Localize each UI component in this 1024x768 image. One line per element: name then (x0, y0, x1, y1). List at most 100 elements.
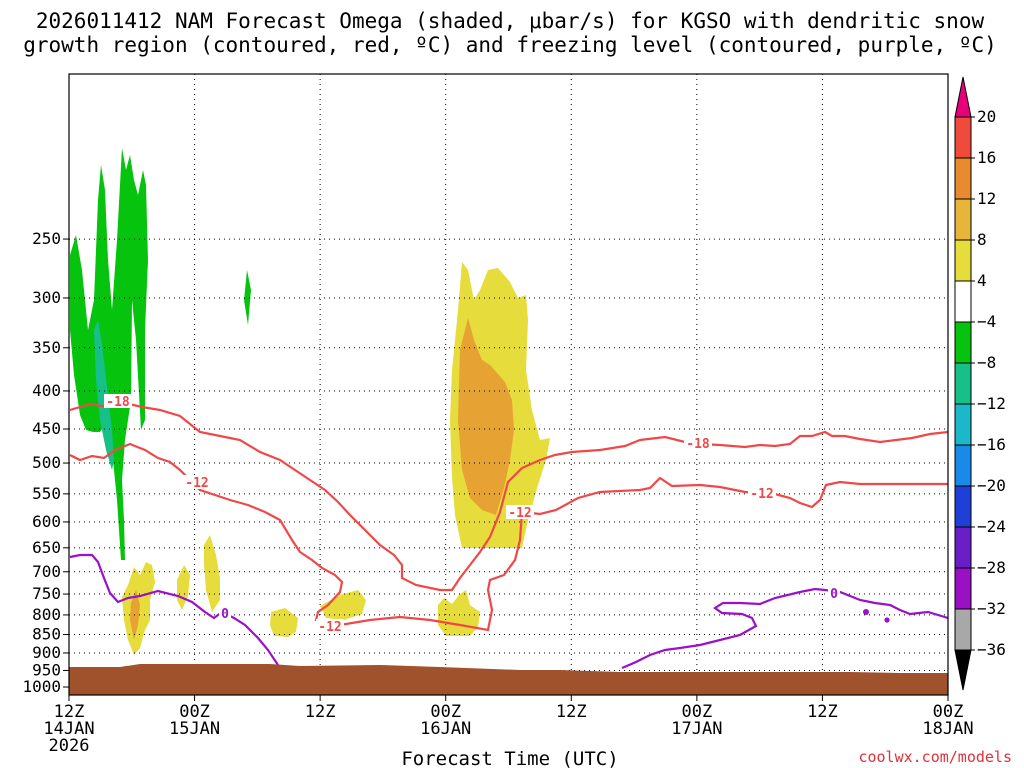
x-tick-date: 17JAN (671, 719, 722, 739)
y-tick-label: 450 (32, 419, 61, 438)
omega-yellow-low3 (204, 535, 220, 612)
x-axis-label: Forecast Time (UTC) (401, 748, 618, 768)
colorbar-swatch (954, 239, 972, 282)
omega-shading (70, 148, 550, 655)
y-tick-label: 550 (32, 484, 61, 503)
plot-frame (68, 73, 949, 696)
omega-orange-core (458, 318, 514, 515)
freezing-level-line-1 (69, 553, 279, 666)
x-tick-label: 12Z (54, 702, 85, 722)
contour-label-bg (748, 486, 776, 500)
y-tick-label: 900 (32, 643, 61, 662)
y-tick-label: 800 (32, 605, 61, 624)
contour-label-bg (183, 475, 211, 489)
colorbar-label: −20 (977, 476, 1006, 495)
contour-label: -12 (318, 620, 341, 635)
x-tick-label: 12Z (556, 702, 587, 722)
contour-label-bg (316, 619, 344, 633)
colorbar-label: −24 (977, 517, 1006, 536)
colorbar-swatch (954, 321, 972, 364)
colorbar-label: −4 (977, 312, 996, 331)
colorbar-label: 16 (977, 148, 996, 167)
colorbar-swatch (954, 485, 972, 528)
y-tick-label: 250 (32, 229, 61, 248)
colorbar-swatch (954, 403, 972, 446)
colorbar-label: −8 (977, 353, 996, 372)
y-tick-label: 350 (32, 338, 61, 357)
y-axis: 2503003504004505005506006507007508008509… (22, 229, 69, 696)
colorbar-label: 8 (977, 230, 987, 249)
contour-label: -18 (106, 395, 130, 410)
colorbar-label: 4 (977, 271, 987, 290)
x-tick-label: 12Z (807, 702, 838, 722)
y-tick-label: 650 (32, 538, 61, 557)
contour-label: -12 (508, 506, 531, 521)
contour-label-bg (684, 436, 712, 450)
y-tick-label: 1000 (22, 677, 61, 696)
colorbar-swatch (954, 608, 972, 651)
colorbar-swatch (954, 526, 972, 569)
y-tick-label: 750 (32, 584, 61, 603)
colorbar-label: −28 (977, 558, 1006, 577)
credit-link[interactable]: coolwx.com/models (858, 748, 1012, 766)
x-tick-label: 00Z (681, 702, 712, 722)
freezing-level-line-2 (621, 587, 949, 670)
colorbar-label: 20 (977, 107, 996, 126)
x-tick-date: 14JAN (43, 719, 94, 739)
x-tick-label: 00Z (430, 702, 461, 722)
colorbar-label: −16 (977, 435, 1006, 454)
colorbar-swatch (954, 567, 972, 610)
dgz-minus18-line (69, 401, 949, 592)
y-tick-label: 950 (32, 660, 61, 679)
x-tick-label: 12Z (305, 702, 336, 722)
x-tick-label: 00Z (179, 702, 210, 722)
chart-title-line2: growth region (contoured, red, ºC) and f… (23, 33, 997, 57)
colorbar-label: −36 (977, 640, 1006, 659)
colorbar-top-arrow (954, 76, 972, 118)
x-tick-date: 16JAN (420, 719, 471, 739)
x-tick-label: 00Z (933, 702, 964, 722)
contour-label-bg (828, 586, 840, 600)
contour-label-bg (104, 394, 132, 408)
contour-label: 0 (830, 587, 838, 602)
freezing-level-spot (863, 609, 869, 615)
contour-label: -12 (750, 487, 773, 502)
omega-yellow-low5 (320, 590, 366, 620)
contour-label-bg (506, 505, 534, 519)
y-tick-label: 500 (32, 453, 61, 472)
colorbar-bottom-arrow (954, 649, 972, 691)
colorbar-label: −32 (977, 599, 1006, 618)
colorbar-label: −12 (977, 394, 1006, 413)
colorbar-swatch (954, 198, 972, 241)
freezing-level-spot (884, 617, 890, 623)
omega-yellow-low4 (270, 608, 298, 637)
omega-green-region (70, 148, 148, 560)
contour-label: -12 (185, 476, 208, 491)
x-tick-year: 2026 (49, 736, 90, 756)
colorbar-swatch (954, 157, 972, 200)
y-tick-label: 300 (32, 288, 61, 307)
colorbar-label: 12 (977, 189, 996, 208)
colorbar-swatch (954, 444, 972, 487)
x-tick-date: 15JAN (169, 719, 220, 739)
omega-yellow-low6 (438, 590, 480, 636)
contour-label: -18 (686, 437, 710, 452)
colorbar-swatch (954, 280, 972, 323)
y-tick-label: 600 (32, 512, 61, 531)
terrain-ground (69, 664, 948, 695)
chart-title-line1: 2026011412 NAM Forecast Omega (shaded, μ… (36, 9, 985, 33)
y-tick-label: 700 (32, 562, 61, 581)
y-tick-label: 400 (32, 381, 61, 400)
colorbar-swatch (954, 116, 972, 159)
colorbar: 20 16 12 8 4 −4 −8 −12 −16 −20 −24 −28 −32 −36 (954, 76, 1006, 691)
contour-label: 0 (221, 607, 229, 622)
contour-label-bg (219, 606, 231, 620)
colorbar-swatch (954, 362, 972, 405)
grid-lines (69, 74, 948, 695)
freezing-level-contours (69, 553, 949, 670)
omega-green-spot (244, 270, 251, 325)
contour-labels: -18 -12 -12 -18 -12 -12 0 0 (104, 394, 840, 635)
x-tick-date: 18JAN (922, 719, 973, 739)
